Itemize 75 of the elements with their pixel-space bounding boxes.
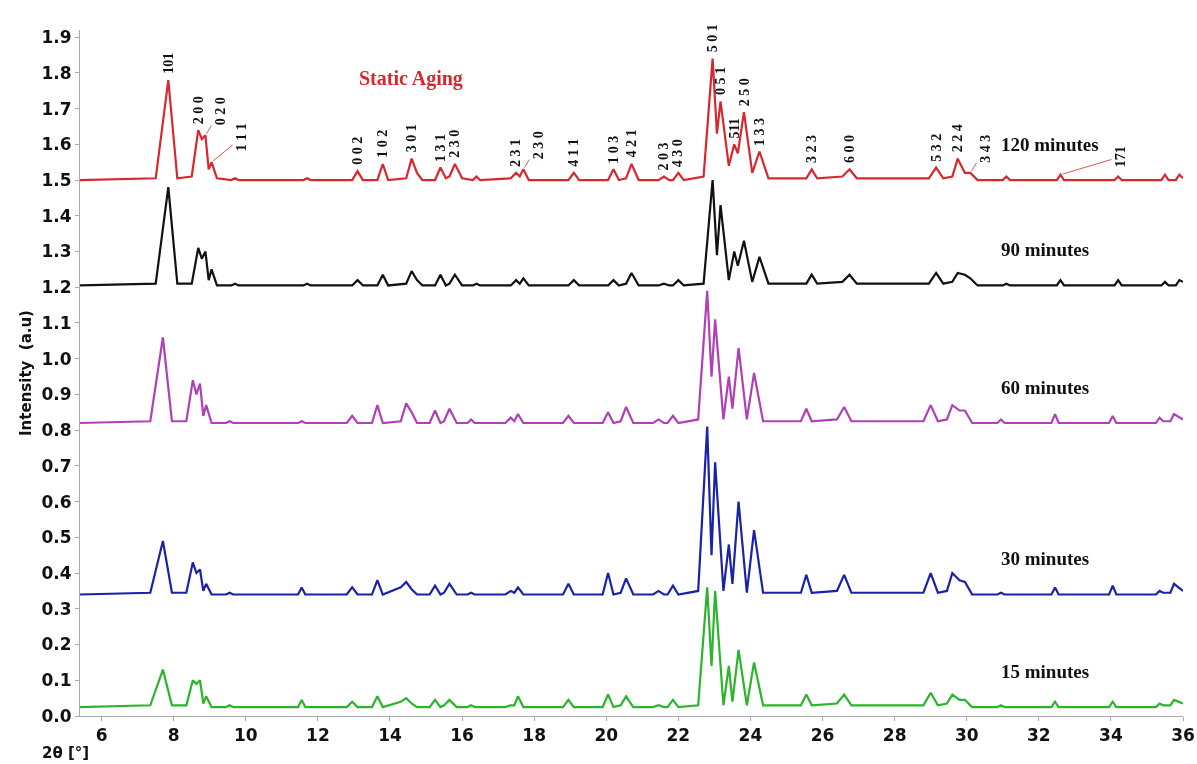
annotation: 3 4 3 bbox=[977, 134, 993, 163]
x-tick-label: 30 bbox=[954, 725, 979, 746]
y-tick-label: 1.1 bbox=[41, 312, 72, 333]
x-tick-label: 12 bbox=[306, 725, 330, 746]
y-tick-label: 1.5 bbox=[41, 170, 72, 191]
y-tick-label: 0.3 bbox=[41, 598, 72, 619]
x-tick-label: 26 bbox=[810, 725, 835, 746]
y-tick-label: 1.6 bbox=[41, 134, 72, 155]
annotation: 2 3 0 bbox=[446, 129, 462, 158]
x-tick-label: 14 bbox=[378, 725, 402, 746]
annotation: 0 2 0 bbox=[212, 97, 228, 126]
series-label: 120 minutes bbox=[1001, 134, 1099, 155]
x-tick-label: 6 bbox=[95, 725, 108, 746]
annotation: 3 0 1 bbox=[403, 124, 419, 153]
line-series bbox=[80, 178, 1183, 287]
annotation: 2 3 1 bbox=[508, 139, 524, 168]
annotation: 1 3 3 bbox=[751, 117, 767, 146]
annotation: 2 3 0 bbox=[530, 131, 546, 160]
x-tick-label: 36 bbox=[1171, 725, 1195, 746]
annotation: 4 2 1 bbox=[623, 129, 639, 158]
annotation: 1 0 3 bbox=[606, 135, 622, 164]
x-tick-label: 34 bbox=[1099, 725, 1123, 746]
annotation: 2 0 0 bbox=[191, 96, 207, 125]
annotation: 0 0 2 bbox=[350, 136, 366, 165]
annotation: 3 2 3 bbox=[804, 135, 820, 164]
x-tick-label: 18 bbox=[522, 725, 547, 746]
annotation: 101 bbox=[160, 52, 176, 74]
annotation: 1 1 1 bbox=[233, 123, 249, 152]
annotation: 2 5 0 bbox=[736, 78, 752, 107]
annotation: 1 3 1 bbox=[432, 134, 448, 163]
series-label: 15 minutes bbox=[1001, 661, 1090, 682]
annotation: 511 bbox=[726, 118, 742, 139]
x-tick-label: 32 bbox=[1026, 725, 1051, 746]
annotation: 0 5 1 bbox=[713, 66, 729, 95]
line-series bbox=[80, 289, 1183, 425]
y-tick-label: 1.9 bbox=[41, 27, 72, 48]
annotation: 2 0 3 bbox=[656, 142, 672, 171]
annotation: 171 bbox=[1112, 146, 1128, 168]
y-tick-label: 1.0 bbox=[41, 348, 72, 369]
line-series bbox=[80, 586, 1183, 709]
line-series bbox=[80, 425, 1183, 596]
x-tick-label: 8 bbox=[167, 725, 180, 746]
annotation: 5 3 2 bbox=[928, 133, 944, 162]
x-tick-label: 20 bbox=[594, 725, 619, 746]
y-tick-label: 1.3 bbox=[41, 241, 72, 262]
x-axis-title: 2θ [°] bbox=[42, 744, 90, 762]
y-tick-label: 0.1 bbox=[41, 670, 72, 691]
y-tick-label: 0.2 bbox=[41, 634, 72, 655]
annotation: 1 0 2 bbox=[374, 129, 390, 158]
y-tick-label: 1.7 bbox=[41, 98, 72, 119]
annotation: 5 0 1 bbox=[705, 24, 721, 53]
y-tick-label: 0.0 bbox=[41, 705, 72, 726]
y-tick-label: 1.8 bbox=[41, 62, 72, 83]
y-tick-label: 1.4 bbox=[41, 205, 72, 226]
y-tick-label: 0.5 bbox=[41, 527, 72, 548]
y-tick-label: 0.9 bbox=[41, 384, 72, 405]
y-tick-label: 0.4 bbox=[41, 563, 72, 584]
y-tick-label: 0.8 bbox=[41, 420, 72, 441]
text: Static Aging bbox=[358, 67, 463, 91]
series-label: 60 minutes bbox=[1001, 377, 1090, 398]
x-tick-label: 22 bbox=[666, 725, 691, 746]
annotation: 2 2 4 bbox=[950, 124, 966, 153]
y-axis-title: Intensity (a.u) bbox=[16, 310, 35, 436]
x-tick-label: 24 bbox=[738, 725, 763, 746]
x-tick-label: 16 bbox=[450, 725, 474, 746]
y-tick-label: 0.6 bbox=[41, 491, 72, 512]
annotation: 4 1 1 bbox=[565, 138, 581, 167]
annotation: 6 0 0 bbox=[842, 134, 858, 163]
x-tick-label: 28 bbox=[882, 725, 907, 746]
annotation: 4 3 0 bbox=[670, 139, 686, 168]
series-label: 30 minutes bbox=[1001, 548, 1090, 569]
series-label: 90 minutes bbox=[1001, 239, 1090, 260]
y-tick-label: 0.7 bbox=[41, 455, 72, 476]
x-tick-label: 10 bbox=[233, 725, 258, 746]
y-tick-label: 1.2 bbox=[41, 277, 72, 298]
